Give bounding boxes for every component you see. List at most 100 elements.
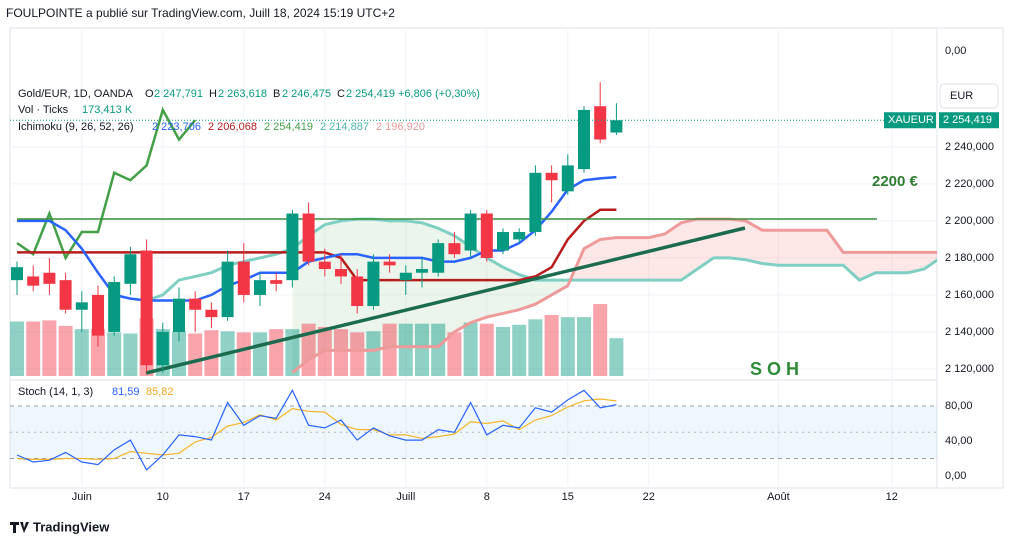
- candle-body: [254, 280, 266, 295]
- trend-drawing: [145, 226, 746, 375]
- ichimoku-cloud: [762, 230, 779, 266]
- legend-ohlc-label: C: [337, 88, 345, 100]
- ichimoku-cloud: [810, 230, 827, 266]
- candle-body: [156, 331, 169, 366]
- volume-bar: [496, 326, 510, 376]
- ichimoku-cloud: [470, 246, 487, 323]
- ichimoku-cloud: [648, 233, 665, 281]
- span-b-line: [291, 217, 937, 374]
- candle-body: [383, 261, 396, 266]
- y-tick-label: 2 140,000: [945, 326, 994, 338]
- candle-body: [351, 276, 364, 307]
- volume-bar: [58, 325, 73, 376]
- ichimoku-cloud: [729, 219, 746, 260]
- legend-ichimoku-value: 2 223,706: [152, 121, 201, 133]
- candle-body: [108, 281, 121, 332]
- ichimoku-cloud: [908, 252, 925, 273]
- legend-ohlc-label: H: [209, 88, 217, 100]
- volume-bar: [74, 329, 89, 376]
- candle-body: [367, 261, 380, 307]
- candle-body: [529, 172, 542, 233]
- candle-body: [286, 213, 299, 281]
- volume-bar: [269, 329, 284, 376]
- volume-bar: [123, 333, 138, 376]
- candle-body: [480, 213, 493, 258]
- volume-bar: [204, 330, 219, 376]
- volume-bar: [398, 323, 413, 376]
- ichimoku-cloud: [632, 237, 649, 281]
- candle-body: [561, 165, 574, 192]
- candle-body: [92, 294, 104, 336]
- currency-button-label: EUR: [950, 90, 973, 102]
- volume-bar: [560, 317, 575, 376]
- candle-body: [27, 276, 40, 286]
- candle-body: [318, 261, 331, 270]
- legend-change: +6,806 (+0,30%): [398, 88, 480, 100]
- volume-bar: [26, 321, 41, 376]
- y-tick-label: 2 240,000: [945, 141, 994, 153]
- volume-bar: [577, 317, 591, 376]
- ichimoku-cloud: [584, 239, 601, 281]
- volume-bar: [42, 320, 57, 376]
- x-tick-label: 22: [643, 491, 655, 503]
- stoch-d-line: [16, 398, 617, 461]
- ichimoku-cloud: [746, 220, 763, 264]
- symbol-tag-text: XAUEUR: [888, 114, 934, 126]
- candle-body: [610, 120, 623, 133]
- logo-text: TradingView: [33, 519, 110, 534]
- legend-stoch-value: 85,82: [146, 386, 174, 398]
- volume-bar: [544, 314, 559, 376]
- x-tick-label: Août: [767, 491, 790, 503]
- y-tick-label: 2 160,000: [945, 289, 994, 301]
- y-tick-label: 2 180,000: [945, 252, 994, 264]
- candle-body: [270, 280, 283, 284]
- volume-bar: [512, 324, 527, 376]
- x-tick-label: Juill: [396, 491, 415, 503]
- x-tick-label: 17: [238, 491, 250, 503]
- top-scale-label: 0,00: [945, 45, 966, 57]
- volume-bar: [366, 331, 381, 376]
- logo: TradingView: [10, 519, 110, 534]
- legend-ichimoku-value: 2 254,419: [264, 121, 313, 133]
- x-tick-label: 8: [484, 491, 490, 503]
- candle-body: [221, 261, 234, 318]
- volume-bar: [350, 332, 365, 376]
- stoch-k-line: [16, 388, 617, 471]
- volume-bar: [431, 323, 446, 376]
- legend-ohlc-label: O: [145, 88, 154, 100]
- candle-body: [124, 254, 137, 284]
- annotation-price: 2200 €: [872, 173, 919, 190]
- candle-body: [140, 250, 153, 366]
- ichimoku-cloud: [713, 219, 730, 258]
- candle-body: [59, 280, 72, 310]
- legend-ohlc-value: 2 254,419: [346, 88, 395, 100]
- ichimoku-cloud: [405, 220, 422, 347]
- candle-body: [173, 298, 185, 332]
- ichimoku-cloud: [535, 280, 552, 305]
- last-price-tag: [939, 112, 999, 129]
- ichimoku-cloud: [827, 230, 844, 266]
- volume-bar: [382, 323, 397, 376]
- currency-button[interactable]: [939, 83, 999, 109]
- volume-bar: [609, 338, 624, 376]
- candle-body: [594, 106, 607, 140]
- candle-body: [75, 302, 88, 310]
- publish-note: FOULPOINTE a publié sur TradingView.com,…: [6, 6, 395, 20]
- volume-bar: [463, 322, 478, 376]
- legend-ichimoku-value: 2 214,887: [320, 121, 369, 133]
- candle-body: [545, 172, 558, 181]
- legend-volume-value: 173,413 K: [82, 104, 133, 116]
- stoch-tick-label: 0,00: [945, 470, 966, 482]
- candle-body: [497, 232, 509, 251]
- ichimoku-cloud: [681, 219, 698, 281]
- legend-ohlc-value: 2 263,618: [218, 88, 267, 100]
- last-price-tag-text: 2 254,419: [943, 114, 992, 126]
- ichimoku-cloud: [924, 252, 937, 270]
- x-tick-label: 24: [319, 491, 331, 503]
- legend-stoch-value: 81,59: [112, 386, 140, 398]
- volume-bar: [479, 323, 494, 376]
- volume-bar: [528, 319, 543, 376]
- volume-bar: [415, 323, 429, 376]
